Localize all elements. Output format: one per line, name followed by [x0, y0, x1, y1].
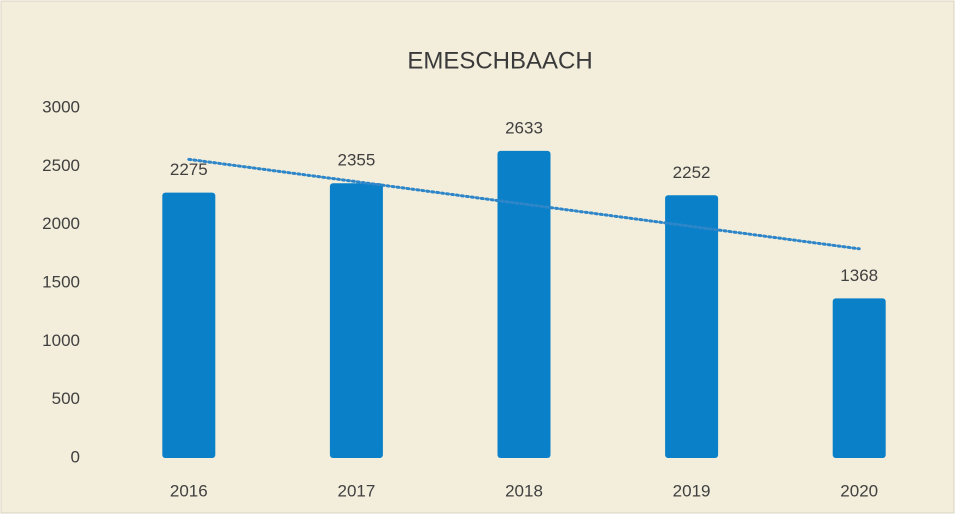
y-tick-label: 1500	[42, 272, 80, 291]
bar	[665, 195, 719, 458]
data-label: 2355	[337, 151, 375, 170]
x-tick-label: 2020	[840, 481, 878, 500]
y-tick-label: 3000	[42, 97, 80, 116]
bar	[329, 183, 383, 458]
y-tick-label: 500	[52, 389, 80, 408]
y-tick-label: 2500	[42, 156, 80, 175]
data-label: 1368	[840, 266, 878, 285]
chart-title: EMESCHBAACH	[407, 47, 592, 74]
x-tick-label: 2017	[337, 481, 375, 500]
data-label: 2252	[673, 163, 711, 182]
bar	[832, 298, 886, 458]
x-tick-label: 2018	[505, 481, 543, 500]
y-tick-label: 1000	[42, 331, 80, 350]
y-tick-label: 2000	[42, 214, 80, 233]
y-tick-label: 0	[71, 447, 80, 466]
x-tick-label: 2016	[170, 481, 208, 500]
x-tick-label: 2019	[673, 481, 711, 500]
bar	[162, 192, 216, 459]
data-label: 2275	[170, 160, 208, 179]
trendline	[187, 157, 861, 251]
data-label: 2633	[505, 118, 543, 137]
bar	[497, 150, 551, 459]
